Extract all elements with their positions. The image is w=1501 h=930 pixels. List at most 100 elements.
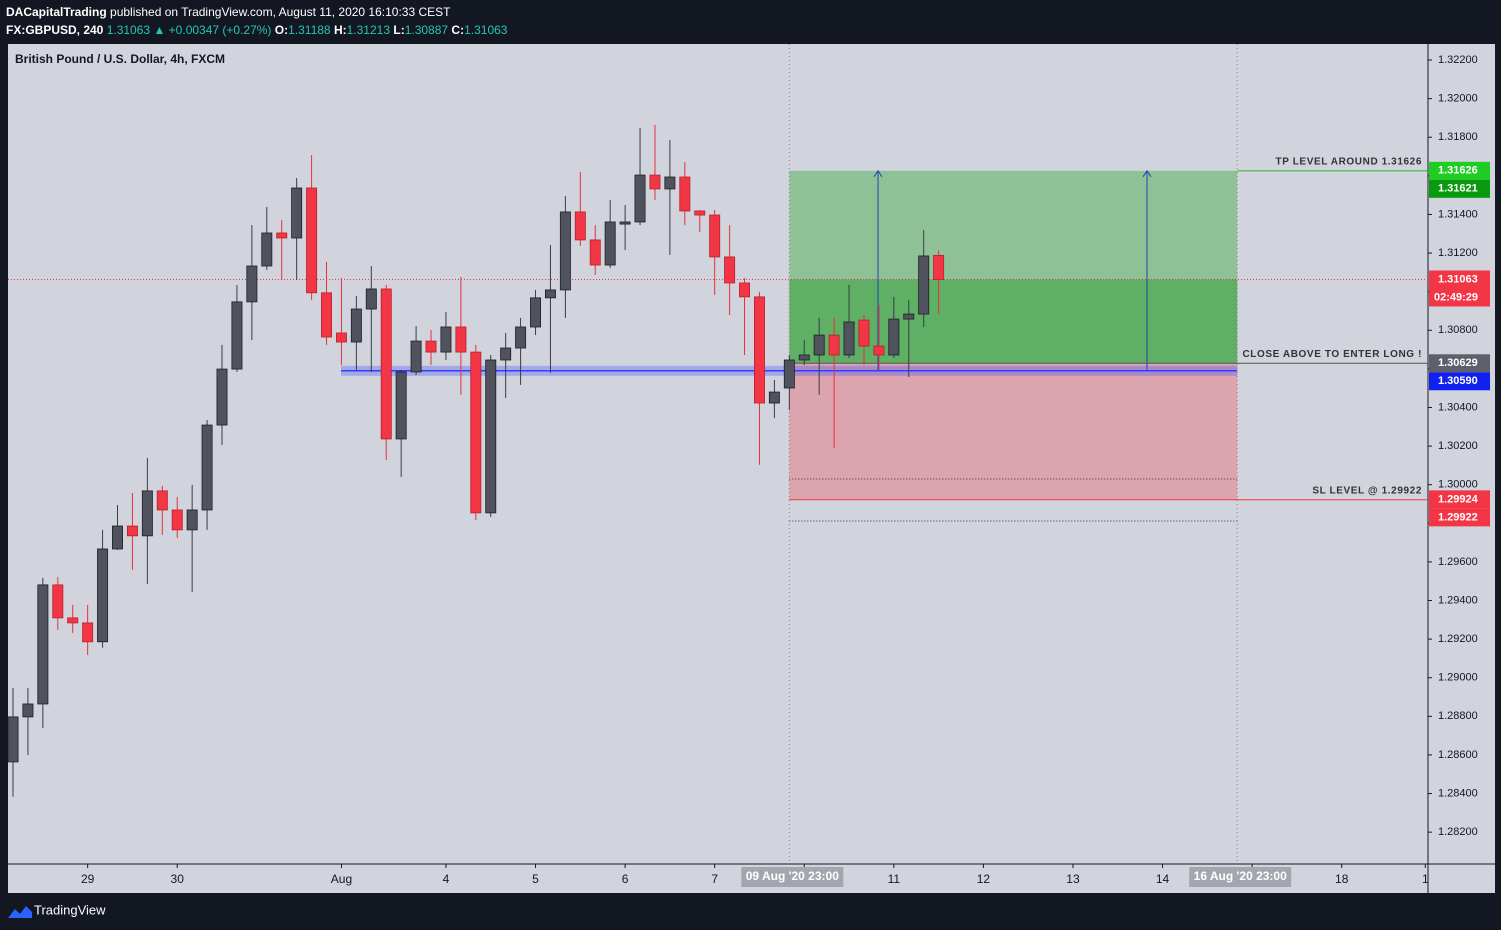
- level-label: CLOSE ABOVE TO ENTER LONG !: [1242, 349, 1422, 360]
- price-tag: [1429, 270, 1490, 289]
- candle-body: [261, 232, 273, 267]
- ohlc-key: O:: [274, 23, 289, 37]
- candle-body: [306, 187, 318, 294]
- logo: [8, 906, 32, 918]
- x-tick-label: 4: [443, 872, 450, 886]
- y-tick-label: 1.30200: [1438, 440, 1478, 452]
- candle-body: [7, 716, 19, 763]
- ohlc-key: L:: [393, 23, 405, 37]
- candle-body: [67, 617, 79, 624]
- arrow-head: [1142, 169, 1152, 178]
- candle-body: [843, 321, 855, 356]
- y-tick-label: 1.29600: [1438, 556, 1478, 568]
- chart-title: British Pound / U.S. Dollar, 4h, FXCM: [15, 52, 225, 66]
- candle-body: [201, 424, 213, 511]
- price-tag-label: 1.31621: [1438, 183, 1478, 195]
- candle-body: [933, 254, 945, 280]
- candle-body: [515, 326, 527, 349]
- candle-body: [52, 584, 64, 619]
- candle-body: [231, 301, 243, 370]
- candle-body: [276, 232, 288, 239]
- candle-body: [82, 622, 94, 643]
- candle-body: [544, 289, 556, 299]
- candle-body: [321, 292, 332, 338]
- price-tag: [1429, 372, 1490, 391]
- publish-line: DACapitalTrading published on TradingVie…: [6, 3, 507, 21]
- price-tag-label: 1.29922: [1438, 511, 1478, 523]
- candle-body: [171, 509, 183, 531]
- y-tick-label: 1.30000: [1438, 479, 1478, 491]
- y-tick-label: 1.28400: [1438, 787, 1478, 799]
- candle-body: [246, 265, 258, 303]
- time-marker-box: [1189, 867, 1292, 887]
- ohlc-value: 1.31213: [346, 23, 391, 37]
- y-tick-label: 1.31800: [1438, 131, 1478, 143]
- candle-body: [649, 174, 661, 190]
- candle-body: [783, 359, 795, 389]
- price-tag-label: 1.29924: [1438, 493, 1479, 505]
- y-tick-label: 1.32200: [1438, 54, 1478, 66]
- chart-panel: [8, 44, 1495, 893]
- candle-body: [126, 525, 138, 537]
- candle-body: [22, 703, 34, 718]
- x-tick-label: 7: [711, 872, 718, 886]
- candle-body: [37, 584, 49, 705]
- time-marker-label: 09 Aug '20 23:00: [746, 869, 839, 883]
- candle-body: [604, 221, 616, 266]
- candle-body: [798, 354, 810, 361]
- y-tick-label: 1.28800: [1438, 710, 1478, 722]
- ohlc-key: C:: [451, 23, 465, 37]
- candle-body: [440, 326, 452, 353]
- candle-body: [888, 318, 900, 356]
- candle-body: [156, 490, 168, 511]
- price-tag: [1429, 490, 1490, 509]
- price-tag-label: 1.30590: [1438, 375, 1478, 387]
- last: 1.31063: [106, 23, 151, 37]
- y-tick-label: 1.28200: [1438, 826, 1478, 838]
- countdown: 02:49:29: [1434, 291, 1478, 303]
- candle-body: [828, 334, 840, 356]
- brand: TradingView: [34, 902, 106, 917]
- candle-body: [455, 326, 467, 353]
- x-tick-label: 13: [1066, 872, 1080, 886]
- price-tag-label: 1.30629: [1438, 357, 1478, 369]
- ohlc-value: 1.31063: [464, 23, 508, 37]
- candle-body: [350, 308, 362, 343]
- candle-body: [679, 176, 691, 212]
- y-tick-label: 1.29000: [1438, 672, 1478, 684]
- candle-body: [559, 211, 571, 291]
- y-tick-label: 1.28600: [1438, 749, 1478, 761]
- candle-body: [425, 340, 437, 353]
- y-tick-label: 1.29200: [1438, 633, 1478, 645]
- ohlc-value: 1.30887: [404, 23, 449, 37]
- profit-reached: [789, 279, 1238, 364]
- candle-body: [858, 319, 870, 347]
- candle-body: [485, 359, 497, 514]
- price-tag: [1429, 161, 1490, 180]
- ohlc-value: 1.31188: [288, 23, 331, 37]
- candle-body: [739, 282, 751, 298]
- candle-body: [470, 351, 482, 514]
- price-tag-label: 1.31626: [1438, 165, 1478, 177]
- y-tick-label: 1.30400: [1438, 401, 1478, 413]
- candle-body: [694, 210, 706, 216]
- candle-body: [664, 176, 676, 190]
- x-tick-label: 30: [171, 872, 185, 886]
- x-tick-label: 18: [1335, 872, 1349, 886]
- x-tick-label: 5: [532, 872, 539, 886]
- candle-body: [768, 391, 780, 404]
- x-tick-label: 14: [1156, 872, 1170, 886]
- arrow-head: [873, 169, 883, 178]
- logo-mark: [8, 906, 32, 918]
- y-tick-label: 1.32000: [1438, 93, 1478, 105]
- x-tick-label: 6: [622, 872, 629, 886]
- candle-body: [574, 211, 586, 241]
- price-tag: [1429, 508, 1490, 527]
- change: +0.00347 (+0.27%): [168, 23, 272, 37]
- y-tick-label: 1.31200: [1438, 247, 1478, 259]
- candle-body: [903, 313, 915, 320]
- x-tick-label: 29: [81, 872, 95, 886]
- x-tick-label: 12: [977, 872, 991, 886]
- candle-body: [873, 345, 885, 356]
